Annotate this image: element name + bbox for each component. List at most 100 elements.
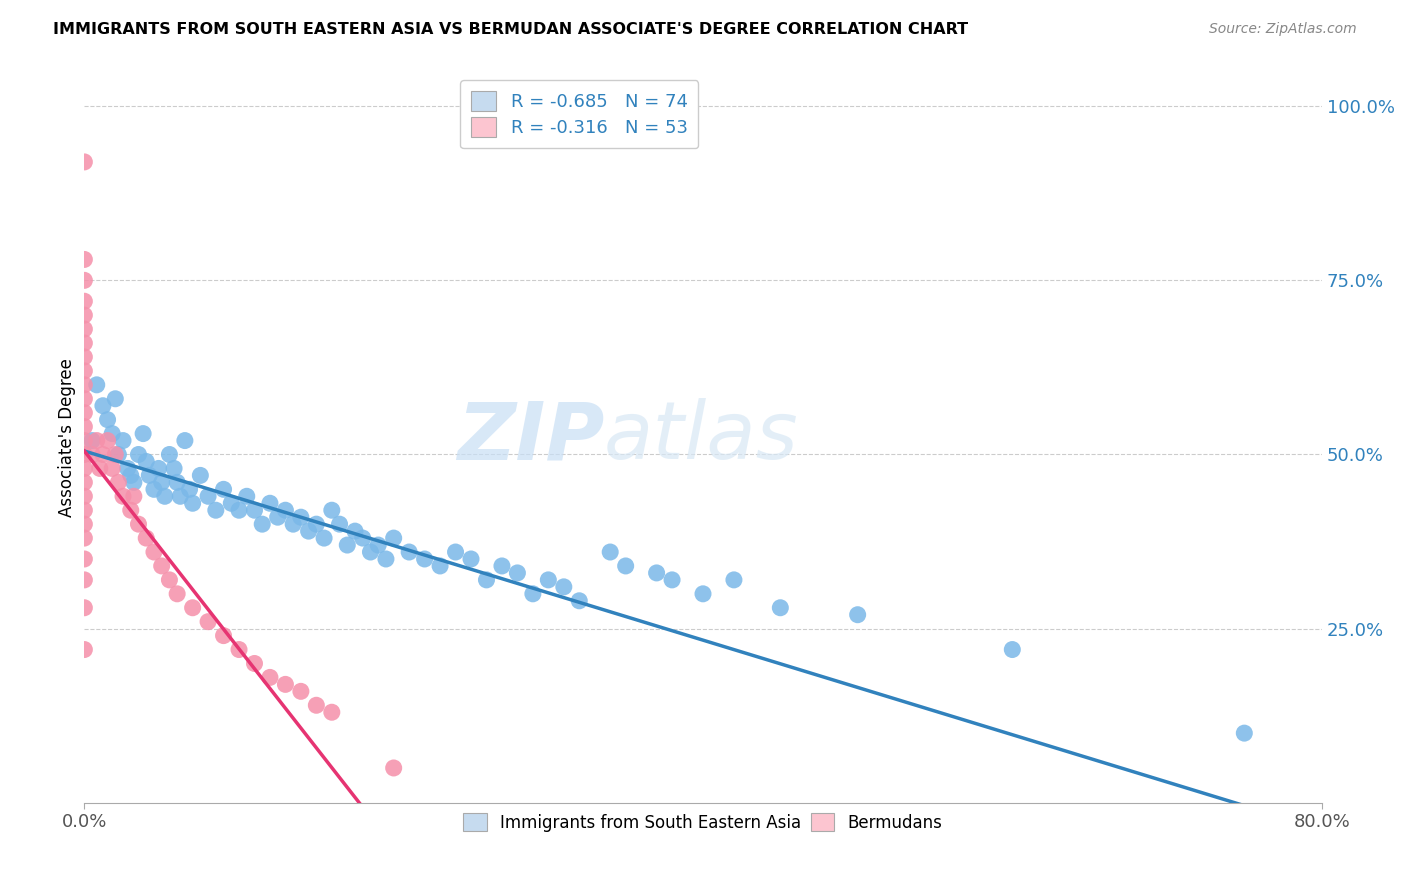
Point [188, 468, 211, 483]
Point [143, 483, 166, 497]
Point [267, 510, 290, 524]
Point [82, 434, 104, 448]
Point [166, 475, 188, 490]
Point [86, 434, 108, 448]
Legend: Immigrants from South Eastern Asia, Bermudans: Immigrants from South Eastern Asia, Berm… [457, 806, 949, 838]
Point [274, 503, 297, 517]
Point [73, 252, 96, 267]
Point [73, 434, 96, 448]
Point [96, 434, 118, 448]
Point [159, 573, 180, 587]
Point [343, 524, 366, 538]
Point [321, 705, 343, 719]
Point [138, 468, 160, 483]
Point [352, 531, 374, 545]
Point [159, 448, 180, 462]
Point [374, 552, 398, 566]
Point [73, 461, 96, 475]
Point [135, 454, 157, 468]
Point [73, 552, 96, 566]
Point [104, 392, 127, 406]
Point [73, 419, 96, 434]
Point [73, 155, 96, 169]
Point [305, 698, 328, 713]
Point [614, 558, 637, 573]
Point [661, 573, 683, 587]
Point [444, 545, 467, 559]
Point [645, 566, 668, 580]
Point [107, 475, 129, 490]
Point [135, 531, 157, 545]
Point [73, 322, 96, 336]
Point [522, 587, 544, 601]
Point [89, 461, 111, 475]
Point [382, 761, 405, 775]
Point [86, 377, 108, 392]
Point [312, 531, 335, 545]
Point [723, 573, 745, 587]
Point [235, 489, 259, 503]
Point [568, 594, 591, 608]
Point [599, 545, 621, 559]
Point [328, 517, 352, 532]
Point [367, 538, 389, 552]
Point [107, 448, 129, 462]
Point [506, 566, 529, 580]
Point [169, 489, 191, 503]
Text: IMMIGRANTS FROM SOUTH EASTERN ASIA VS BERMUDAN ASSOCIATE'S DEGREE CORRELATION CH: IMMIGRANTS FROM SOUTH EASTERN ASIA VS BE… [53, 22, 969, 37]
Point [73, 448, 96, 462]
Point [360, 545, 382, 559]
Point [297, 524, 319, 538]
Point [537, 573, 560, 587]
Point [112, 489, 135, 503]
Point [259, 496, 281, 510]
Point [73, 642, 96, 657]
Point [553, 580, 575, 594]
Point [127, 448, 149, 462]
Point [117, 461, 139, 475]
Point [243, 657, 266, 671]
Point [163, 461, 186, 475]
Point [73, 406, 96, 420]
Point [101, 461, 124, 475]
Point [73, 377, 96, 392]
Point [212, 483, 235, 497]
Point [769, 600, 792, 615]
Point [259, 670, 281, 684]
Point [475, 573, 498, 587]
Point [305, 517, 328, 532]
Point [73, 573, 96, 587]
Point [73, 308, 96, 322]
Point [1001, 642, 1024, 657]
Point [73, 350, 96, 364]
Point [73, 600, 96, 615]
Point [281, 517, 305, 532]
Point [73, 531, 96, 545]
Point [112, 434, 135, 448]
Point [73, 273, 96, 287]
Point [73, 517, 96, 532]
Point [143, 545, 166, 559]
Point [73, 392, 96, 406]
Point [104, 448, 127, 462]
Point [181, 600, 204, 615]
Point [120, 503, 142, 517]
Point [73, 489, 96, 503]
Point [846, 607, 869, 622]
Point [274, 677, 297, 691]
Point [174, 434, 197, 448]
Point [336, 538, 359, 552]
Point [250, 517, 273, 532]
Point [101, 426, 124, 441]
Point [219, 496, 242, 510]
Point [491, 558, 513, 573]
Point [150, 558, 173, 573]
Point [91, 399, 114, 413]
Point [321, 503, 343, 517]
Point [228, 503, 250, 517]
Point [73, 503, 96, 517]
Point [181, 496, 204, 510]
Point [398, 545, 420, 559]
Point [166, 587, 188, 601]
Point [91, 448, 114, 462]
